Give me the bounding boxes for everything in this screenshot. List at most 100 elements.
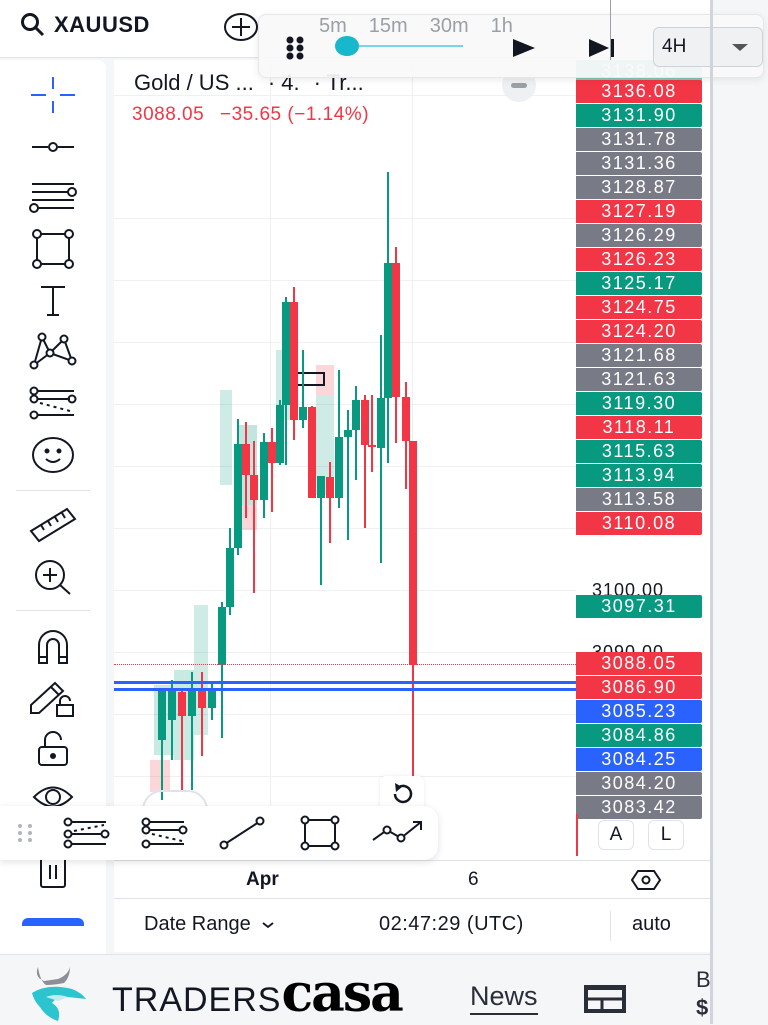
- newspaper-icon[interactable]: [584, 983, 626, 1013]
- favorite-drawings-bar: [0, 806, 438, 860]
- legend-symbol: Gold / US ...: [134, 70, 254, 95]
- speed-1h[interactable]: 1h: [490, 15, 513, 37]
- rectangle-tool[interactable]: [24, 226, 82, 272]
- traderscasa-logo-icon[interactable]: [28, 963, 92, 1025]
- price-label: 3097.31: [576, 595, 702, 618]
- fib-retracement-tool[interactable]: [134, 814, 194, 852]
- price-label: 3083.42: [576, 796, 702, 819]
- grid-line: [114, 714, 576, 715]
- price-label: 3086.90: [576, 676, 702, 699]
- price-label: 3085.23: [576, 700, 702, 723]
- xabcd-pattern-icon: [29, 332, 77, 370]
- path-tool[interactable]: [368, 814, 428, 852]
- plus-circle-icon: [224, 13, 258, 41]
- price-label: 3131.90: [576, 104, 702, 127]
- fib-tool[interactable]: [24, 380, 82, 426]
- add-symbol-button[interactable]: [223, 12, 259, 42]
- price-label: 3124.20: [576, 320, 702, 343]
- horizontal-line-drawing[interactable]: [114, 688, 576, 691]
- crosshair-icon: [31, 77, 75, 113]
- cut-text-dollar: $: [696, 995, 709, 1020]
- rectangle-tool[interactable]: [290, 814, 350, 852]
- fib-extension-tool[interactable]: [56, 814, 116, 852]
- fib-retracement-icon: [141, 817, 188, 849]
- price-label: 3113.58: [576, 488, 702, 511]
- toolbar-separator: [16, 610, 90, 611]
- play-icon[interactable]: [511, 37, 537, 59]
- price-label: 3118.11: [576, 416, 702, 439]
- horizontal-line-drawing[interactable]: [114, 681, 576, 684]
- price-label: 3125.17: [576, 272, 702, 295]
- site-footer: TRADERS casa News B $: [0, 954, 711, 1025]
- replay-speeds: 5m 15m 30m 1h: [319, 15, 513, 38]
- crosshair-tool[interactable]: [24, 72, 82, 118]
- visibility-tool[interactable]: [24, 774, 82, 820]
- speed-slider-knob[interactable]: [335, 36, 359, 56]
- horizontal-line-tool[interactable]: [24, 124, 82, 170]
- speed-5m[interactable]: 5m: [319, 15, 347, 37]
- brand-wordmark[interactable]: TRADERS casa: [112, 963, 404, 1024]
- time-axis[interactable]: Apr 6: [114, 860, 710, 898]
- timeframe-select[interactable]: 4H: [653, 27, 763, 67]
- timeframe-value: 4H: [662, 36, 687, 57]
- pencil-lock-icon: [30, 681, 74, 717]
- price-label: 3126.23: [576, 248, 702, 271]
- text-tool[interactable]: [24, 278, 82, 324]
- date-range-button[interactable]: Date Range: [144, 913, 275, 936]
- price-change-pct: (−1.14%): [287, 104, 370, 125]
- trend-line-tool[interactable]: [212, 814, 272, 852]
- measure-tool[interactable]: [24, 500, 82, 546]
- time-label-apr: Apr: [246, 869, 279, 890]
- grid-line: [114, 342, 576, 343]
- price-label: 3084.86: [576, 724, 702, 747]
- price-label: 3084.20: [576, 772, 702, 795]
- settings-hexagon-icon[interactable]: [630, 869, 662, 891]
- divider: [610, 0, 611, 60]
- skip-forward-icon[interactable]: [587, 37, 617, 59]
- date-range-label: Date Range: [144, 913, 251, 935]
- speed-15m[interactable]: 15m: [368, 15, 408, 37]
- price-label: 3131.78: [576, 128, 702, 151]
- parallel-channel-icon: [29, 183, 77, 213]
- emoji-tool[interactable]: [24, 432, 82, 478]
- channel-tool[interactable]: [24, 174, 82, 220]
- rotate-icon: [393, 783, 413, 804]
- drag-handle-icon[interactable]: [16, 822, 36, 844]
- speed-30m[interactable]: 30m: [429, 15, 469, 37]
- news-link[interactable]: News: [470, 981, 538, 1015]
- utc-clock[interactable]: 02:47:29 (UTC): [379, 913, 524, 935]
- price-change: −35.65: [219, 104, 282, 125]
- drawing-toolbar: [0, 60, 106, 955]
- lock-drawings-tool[interactable]: [24, 674, 82, 720]
- unlock-tool[interactable]: [24, 726, 82, 772]
- drag-handle-icon[interactable]: [285, 35, 305, 61]
- cut-text-b: B: [696, 967, 711, 992]
- price-label: 3119.30: [576, 392, 702, 415]
- chevron-down-icon: [262, 921, 274, 928]
- legend-price-row: 3088.05 −35.65 (−1.14%): [132, 104, 369, 126]
- zoom-tool[interactable]: [24, 554, 82, 600]
- grid-line: [114, 528, 576, 529]
- panel-divider[interactable]: [710, 0, 713, 1024]
- magnet-tool[interactable]: [24, 624, 82, 670]
- time-label-6: 6: [468, 869, 479, 890]
- price-scale[interactable]: 3100.00 3090.00 3138.063136.083131.90313…: [576, 60, 710, 860]
- price-label: 3136.08: [576, 80, 702, 103]
- brand-bold: casa: [281, 963, 403, 1024]
- magnet-icon: [38, 630, 68, 664]
- log-scale-button[interactable]: L: [648, 820, 684, 850]
- text-icon: [41, 286, 65, 316]
- candlestick-series: [150, 172, 417, 800]
- pattern-tool[interactable]: [24, 328, 82, 374]
- unlock-icon: [38, 731, 68, 766]
- speed-slider-track[interactable]: [337, 45, 463, 47]
- auto-scale-button[interactable]: A: [598, 820, 634, 850]
- symbol-search-button[interactable]: XAUUSD: [20, 12, 150, 38]
- grid-line: [114, 652, 576, 653]
- horizontal-line-icon: [32, 142, 74, 152]
- price-marker: [576, 814, 578, 856]
- scale-mode-button[interactable]: auto: [632, 913, 671, 935]
- grid-line: [114, 404, 576, 405]
- grid-line: [114, 776, 576, 777]
- trend-line-icon: [219, 816, 265, 850]
